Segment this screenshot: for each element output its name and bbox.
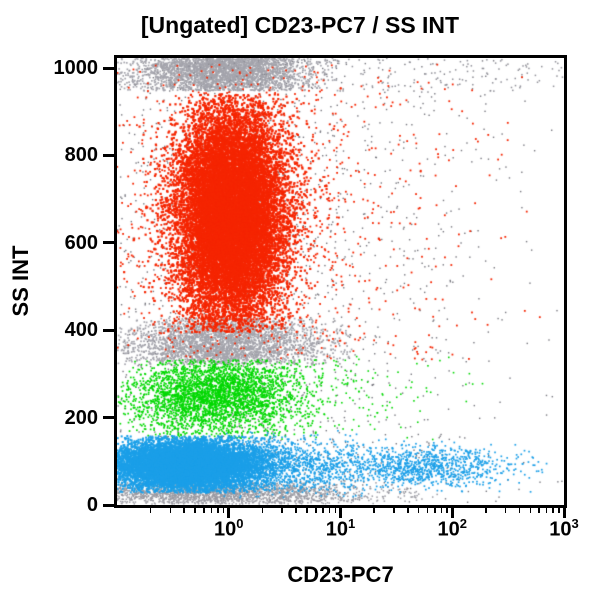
x-minor-tick-mark <box>217 508 219 513</box>
x-minor-tick-mark <box>183 508 186 513</box>
chart-title: [Ungated] CD23-PC7 / SS INT <box>140 12 460 38</box>
y-tick-mark <box>103 66 114 70</box>
x-tick-label: 103 <box>549 516 579 541</box>
x-minor-tick-mark <box>328 508 331 513</box>
x-minor-tick-mark <box>518 508 521 513</box>
y-tick-label: 800 <box>64 144 98 167</box>
x-tick-mark <box>450 508 454 518</box>
x-minor-tick-mark <box>538 508 540 513</box>
y-tick-mark <box>103 328 114 332</box>
x-minor-tick-mark <box>504 508 507 513</box>
scatter-canvas <box>117 58 564 505</box>
x-minor-tick-mark <box>169 508 172 513</box>
x-axis-label: CD23-PC7 <box>287 562 394 587</box>
x-minor-tick-mark <box>426 508 429 513</box>
y-tick-mark <box>103 416 114 420</box>
y-tick-label: 0 <box>86 494 98 516</box>
x-minor-tick-mark <box>440 508 443 513</box>
x-minor-tick-mark <box>334 508 337 513</box>
x-minor-tick-mark <box>149 508 152 513</box>
y-tick-label: 600 <box>64 231 98 254</box>
x-minor-tick-mark <box>485 508 487 513</box>
x-minor-tick-mark <box>210 508 213 513</box>
x-minor-tick-mark <box>406 508 409 513</box>
x-minor-tick-mark <box>194 508 196 513</box>
y-tick-label: 200 <box>64 406 98 429</box>
x-minor-tick-mark <box>281 508 283 513</box>
x-tick-label: 101 <box>325 516 356 541</box>
x-tick-mark <box>562 508 566 518</box>
x-minor-tick-mark <box>393 508 395 513</box>
y-tick-mark <box>103 241 114 245</box>
y-tick-label: 1000 <box>53 57 99 80</box>
x-minor-tick-mark <box>434 508 436 513</box>
x-minor-tick-mark <box>558 508 560 513</box>
x-minor-tick-mark <box>203 508 205 513</box>
y-tick-label: 400 <box>64 319 98 342</box>
x-minor-tick-mark <box>314 508 317 513</box>
x-minor-tick-mark <box>222 508 225 513</box>
x-minor-tick-mark <box>545 508 548 513</box>
x-minor-tick-mark <box>322 508 324 513</box>
x-tick-mark <box>227 508 231 518</box>
x-tick-mark <box>339 508 342 518</box>
y-tick-mark <box>103 503 114 507</box>
x-minor-tick-mark <box>373 508 375 513</box>
x-minor-tick-mark <box>295 508 297 513</box>
x-minor-tick-mark <box>529 508 532 513</box>
y-tick-mark <box>103 153 114 157</box>
x-minor-tick-mark <box>446 508 448 513</box>
x-tick-label: 102 <box>437 516 467 541</box>
x-minor-tick-mark <box>261 508 264 513</box>
x-tick-label: 100 <box>214 516 244 541</box>
x-minor-tick-mark <box>552 508 554 513</box>
y-axis-label: SS INT <box>8 245 33 317</box>
x-minor-tick-mark <box>417 508 420 513</box>
x-minor-tick-mark <box>306 508 308 513</box>
